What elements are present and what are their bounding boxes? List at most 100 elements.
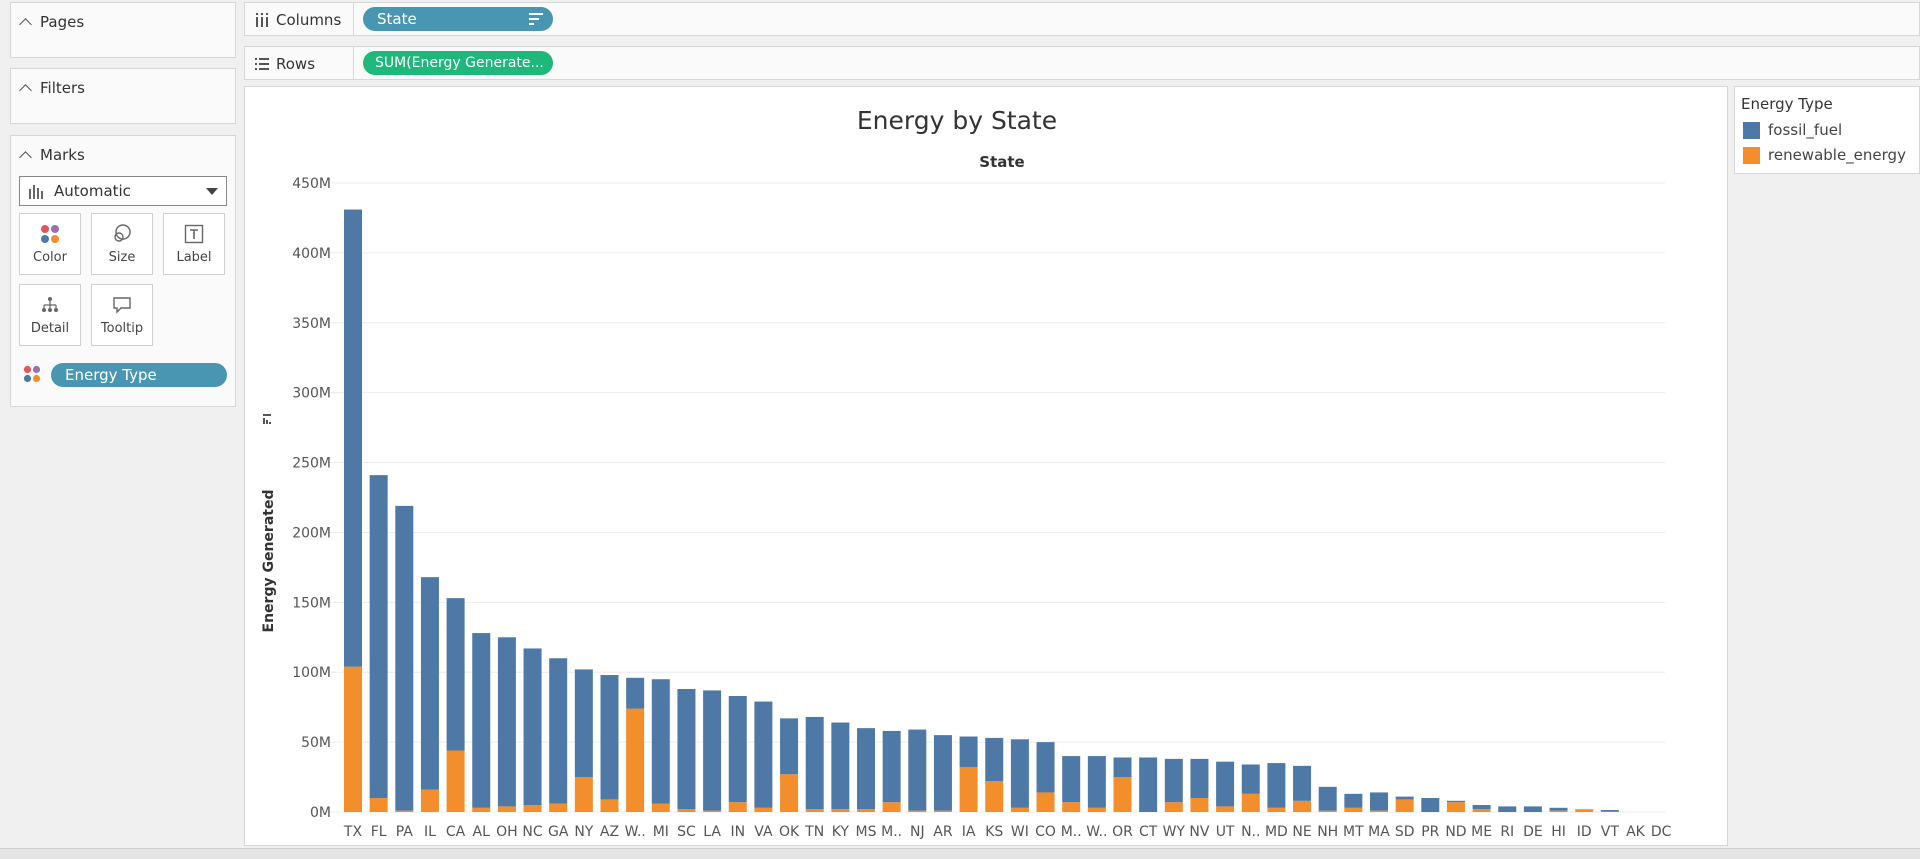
bar-renewable-energy[interactable]: [1267, 808, 1285, 812]
bar-renewable-energy[interactable]: [370, 798, 388, 812]
bar-fossil-fuel[interactable]: [524, 648, 542, 805]
bar-fossil-fuel[interactable]: [344, 210, 362, 667]
bar-renewable-energy[interactable]: [1165, 802, 1183, 812]
bar-renewable-energy[interactable]: [780, 774, 798, 812]
bar-fossil-fuel[interactable]: [498, 637, 516, 806]
bar-fossil-fuel[interactable]: [985, 738, 1003, 781]
energy-sum-row-pill[interactable]: SUM(Energy Generate...: [363, 51, 553, 75]
tooltip-button[interactable]: Tooltip: [91, 284, 153, 346]
bar-fossil-fuel[interactable]: [960, 737, 978, 768]
bar-fossil-fuel[interactable]: [1088, 756, 1106, 808]
bar-renewable-energy[interactable]: [883, 802, 901, 812]
bar-renewable-energy[interactable]: [498, 806, 516, 812]
bar-fossil-fuel[interactable]: [447, 598, 465, 750]
state-column-pill[interactable]: State: [363, 7, 553, 31]
bar-fossil-fuel[interactable]: [1037, 742, 1055, 792]
bar-renewable-energy[interactable]: [806, 809, 824, 812]
bar-renewable-energy[interactable]: [985, 781, 1003, 812]
bar-fossil-fuel[interactable]: [1011, 739, 1029, 807]
bar-fossil-fuel[interactable]: [1498, 806, 1516, 812]
bar-fossil-fuel[interactable]: [883, 731, 901, 802]
bar-renewable-energy[interactable]: [1575, 809, 1593, 812]
bar-renewable-energy[interactable]: [575, 777, 593, 812]
bar-renewable-energy[interactable]: [857, 809, 875, 812]
bar-renewable-energy[interactable]: [729, 802, 747, 812]
bar-fossil-fuel[interactable]: [780, 718, 798, 774]
bar-fossil-fuel[interactable]: [1114, 757, 1132, 777]
label-button[interactable]: Label: [163, 213, 225, 275]
bar-fossil-fuel[interactable]: [754, 702, 772, 808]
bar-fossil-fuel[interactable]: [831, 723, 849, 810]
bar-renewable-energy[interactable]: [1396, 799, 1414, 812]
bar-fossil-fuel[interactable]: [1267, 763, 1285, 808]
bar-fossil-fuel[interactable]: [1165, 759, 1183, 802]
bar-fossil-fuel[interactable]: [370, 475, 388, 798]
bar-fossil-fuel[interactable]: [1524, 806, 1542, 812]
bar-renewable-energy[interactable]: [626, 709, 644, 812]
bar-fossil-fuel[interactable]: [677, 689, 695, 809]
bar-fossil-fuel[interactable]: [1216, 762, 1234, 807]
bar-fossil-fuel[interactable]: [1601, 810, 1619, 812]
bar-fossil-fuel[interactable]: [1344, 794, 1362, 808]
bar-renewable-energy[interactable]: [344, 667, 362, 812]
bar-fossil-fuel[interactable]: [857, 728, 875, 809]
pages-header[interactable]: Pages: [21, 13, 84, 31]
filters-header[interactable]: Filters: [21, 79, 85, 97]
bar-renewable-energy[interactable]: [601, 799, 619, 812]
energy-type-color-pill[interactable]: Energy Type: [51, 363, 227, 387]
collapse-caret-icon[interactable]: [19, 151, 32, 164]
bar-renewable-energy[interactable]: [652, 804, 670, 812]
size-button[interactable]: Size: [91, 213, 153, 275]
bar-renewable-energy[interactable]: [1319, 811, 1337, 812]
bar-renewable-energy[interactable]: [1114, 777, 1132, 812]
bar-renewable-energy[interactable]: [1011, 808, 1029, 812]
bar-renewable-energy[interactable]: [447, 750, 465, 812]
bar-renewable-energy[interactable]: [677, 809, 695, 812]
bar-renewable-energy[interactable]: [421, 790, 439, 812]
bar-fossil-fuel[interactable]: [1190, 759, 1208, 798]
bar-fossil-fuel[interactable]: [908, 730, 926, 811]
bar-renewable-energy[interactable]: [1190, 798, 1208, 812]
bar-fossil-fuel[interactable]: [1062, 756, 1080, 802]
bar-renewable-energy[interactable]: [1550, 811, 1568, 812]
bar-fossil-fuel[interactable]: [1396, 797, 1414, 800]
sheet-tabs-bar[interactable]: [0, 848, 1920, 859]
bar-renewable-energy[interactable]: [549, 804, 567, 812]
bar-fossil-fuel[interactable]: [934, 735, 952, 810]
bar-renewable-energy[interactable]: [831, 809, 849, 812]
y-axis-sort-icon[interactable]: [263, 414, 271, 424]
bar-fossil-fuel[interactable]: [575, 669, 593, 777]
bar-renewable-energy[interactable]: [754, 808, 772, 812]
collapse-caret-icon[interactable]: [19, 84, 32, 97]
bar-fossil-fuel[interactable]: [1550, 808, 1568, 811]
bar-renewable-energy[interactable]: [1062, 802, 1080, 812]
bar-renewable-energy[interactable]: [1293, 801, 1311, 812]
bar-fossil-fuel[interactable]: [729, 696, 747, 802]
bar-renewable-energy[interactable]: [1344, 808, 1362, 812]
detail-button[interactable]: Detail: [19, 284, 81, 346]
bar-fossil-fuel[interactable]: [549, 658, 567, 803]
bar-fossil-fuel[interactable]: [1370, 792, 1388, 810]
bar-fossil-fuel[interactable]: [1473, 805, 1491, 809]
bar-renewable-energy[interactable]: [1216, 806, 1234, 812]
bar-fossil-fuel[interactable]: [472, 633, 490, 808]
bar-fossil-fuel[interactable]: [421, 577, 439, 789]
bar-renewable-energy[interactable]: [1037, 792, 1055, 812]
bar-renewable-energy[interactable]: [1088, 808, 1106, 812]
legend-item-renewable-energy[interactable]: renewable_energy: [1743, 146, 1906, 164]
bar-fossil-fuel[interactable]: [626, 678, 644, 709]
collapse-caret-icon[interactable]: [19, 18, 32, 31]
mark-type-dropdown[interactable]: Automatic: [19, 176, 227, 206]
bar-fossil-fuel[interactable]: [395, 506, 413, 811]
bar-renewable-energy[interactable]: [1447, 802, 1465, 812]
bar-fossil-fuel[interactable]: [703, 690, 721, 810]
bar-fossil-fuel[interactable]: [1319, 787, 1337, 811]
bar-renewable-energy[interactable]: [1370, 811, 1388, 812]
bar-renewable-energy[interactable]: [960, 767, 978, 812]
bar-renewable-energy[interactable]: [395, 811, 413, 812]
bar-fossil-fuel[interactable]: [1242, 764, 1260, 793]
bar-fossil-fuel[interactable]: [1421, 798, 1439, 812]
bar-renewable-energy[interactable]: [908, 811, 926, 812]
bar-renewable-energy[interactable]: [934, 811, 952, 812]
bar-renewable-energy[interactable]: [472, 808, 490, 812]
